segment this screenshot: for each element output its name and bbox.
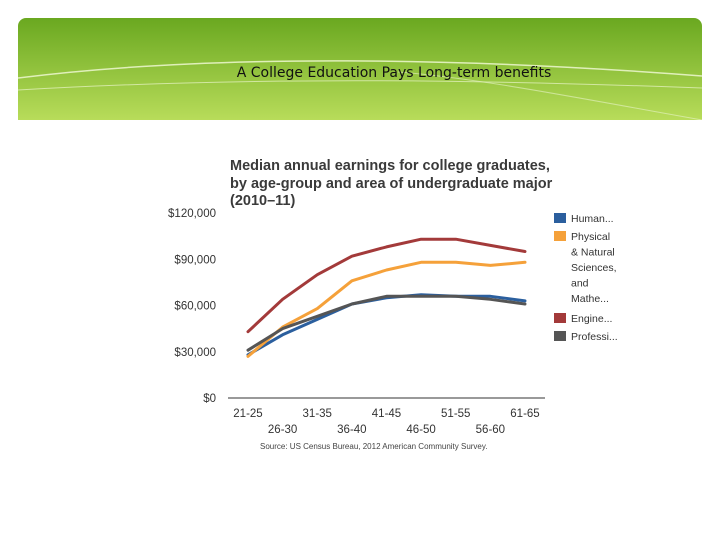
banner-swoosh-2	[18, 80, 702, 91]
y-tick-label: $0	[203, 393, 216, 405]
series-line	[246, 294, 527, 352]
x-tick-label: 31-35	[303, 408, 332, 420]
x-tick-label: 61-65	[510, 408, 539, 420]
chart-title: Median annual earnings for college gradu…	[230, 158, 560, 211]
slide-title: A College Education Pays Long-term benef…	[236, 65, 552, 81]
x-tick-label: 41-45	[372, 408, 401, 420]
legend-label: Engine...	[571, 313, 612, 325]
legend-label: Human...	[571, 213, 614, 225]
legend-swatch	[554, 313, 566, 323]
chart-title-line-3: (2010–11)	[230, 193, 296, 209]
x-tick-label: 56-60	[476, 424, 505, 436]
legend-label: Physical & Natural Sciences, and Mathe...	[571, 231, 617, 305]
y-tick-label: $60,000	[174, 301, 216, 313]
x-tick-label: 51-55	[441, 408, 470, 420]
banner-swoosh-3	[397, 71, 702, 120]
x-tick-label: 26-30	[268, 424, 297, 436]
y-tick-label: $30,000	[174, 347, 216, 359]
y-tick-label: $120,000	[168, 208, 216, 220]
chart-title-line-2: by age-group and area of undergraduate m…	[230, 175, 553, 192]
series-line	[246, 260, 527, 358]
legend-swatch	[554, 331, 566, 341]
y-tick-label: $90,000	[174, 254, 216, 266]
title-banner	[18, 18, 702, 120]
legend-label: Professi...	[571, 331, 618, 343]
x-tick-label: 36-40	[337, 424, 366, 436]
legend-swatch	[554, 213, 566, 223]
chart-source: Source: US Census Bureau, 2012 American …	[260, 442, 488, 451]
x-tick-label: 46-50	[406, 424, 435, 436]
series-line	[246, 237, 527, 334]
chart-title-line-1: Median annual earnings for college gradu…	[230, 158, 550, 174]
banner-swoosh-1	[18, 60, 702, 79]
legend-swatch	[554, 231, 566, 241]
x-tick-label: 21-25	[233, 408, 262, 420]
